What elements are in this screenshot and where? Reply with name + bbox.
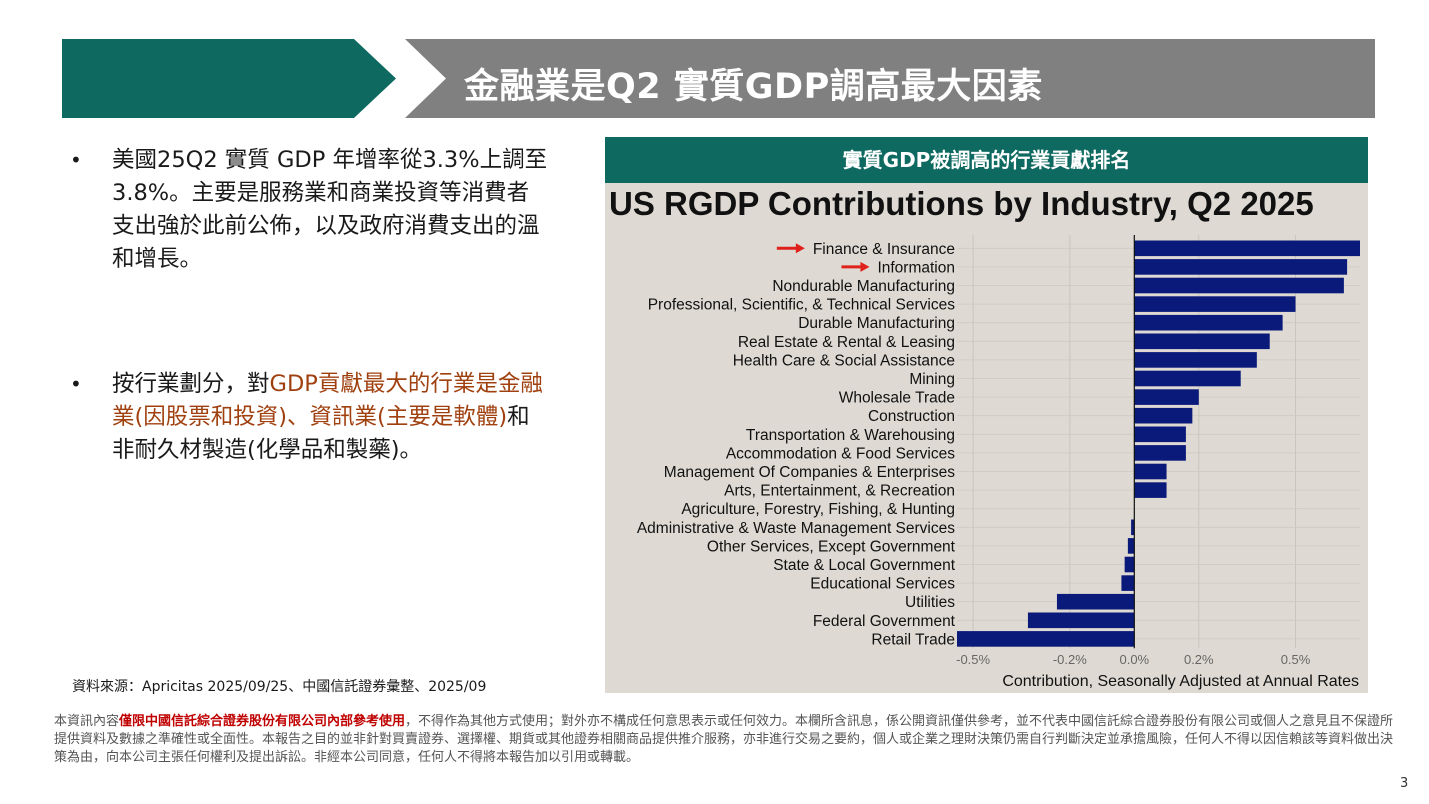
bar — [957, 631, 1135, 647]
category-label: Educational Services — [810, 576, 955, 593]
category-label: Retail Trade — [871, 631, 955, 648]
bullet-dot-icon: • — [70, 148, 82, 172]
disclaimer-emphasis: 僅限中國信託綜合證券股份有限公司內部參考使用 — [119, 714, 406, 729]
disclaimer: 本資訊內容僅限中國信託綜合證券股份有限公司內部參考使用，不得作為其他方式使用；對… — [54, 714, 1394, 765]
category-label: Management Of Companies & Enterprises — [664, 464, 955, 481]
bar — [1134, 407, 1193, 424]
category-label: Administrative & Waste Management Servic… — [637, 520, 955, 537]
bar — [1056, 593, 1135, 610]
highlight-arrow-head-icon — [795, 243, 805, 254]
bar — [1134, 277, 1344, 294]
bullet-item: • 按行業劃分，對GDP貢獻最大的行業是金融業(因股票和投資)、資訊業(主要是軟… — [70, 368, 550, 467]
x-tick-label: 0.0% — [1119, 652, 1149, 667]
x-tick-label: 0.2% — [1184, 652, 1214, 667]
bars — [957, 235, 1360, 649]
bar-chart: US RGDP Contributions by Industry, Q2 20… — [609, 185, 1360, 690]
category-label: Mining — [909, 371, 955, 388]
category-label: Health Care & Social Assistance — [733, 352, 955, 369]
category-label: Accommodation & Food Services — [726, 445, 955, 462]
bullet-item: • 美國25Q2 實質 GDP 年增率從3.3%上調至3.8%。主要是服務業和商… — [70, 144, 550, 276]
chart-caption: 實質GDP被調高的行業貢獻排名 — [605, 137, 1368, 183]
chart-panel: 實質GDP被調高的行業貢獻排名 US RGDP Contributions by… — [605, 137, 1368, 693]
page-number: 3 — [1400, 776, 1409, 791]
source-note: 資料來源：Apricitas 2025/09/25、中國信託證券彙整、2025/… — [72, 679, 487, 695]
category-label: Transportation & Warehousing — [746, 427, 955, 444]
category-label: Information — [877, 259, 955, 276]
bar — [1134, 463, 1167, 480]
category-label: Agriculture, Forestry, Fishing, & Huntin… — [681, 501, 955, 518]
bar — [1134, 240, 1360, 257]
bullet-list: • 美國25Q2 實質 GDP 年增率從3.3%上調至3.8%。主要是服務業和商… — [70, 144, 550, 467]
x-ticks: -0.5% -0.2% 0.0% 0.2% 0.5% — [956, 652, 1311, 667]
bar — [1134, 445, 1186, 461]
category-label: Arts, Entertainment, & Recreation — [724, 483, 955, 500]
category-label: Federal Government — [813, 613, 956, 630]
highlight-arrow-head-icon — [860, 261, 870, 272]
category-label: Nondurable Manufacturing — [772, 278, 955, 295]
bar — [1134, 426, 1186, 443]
header-banner-left — [62, 39, 396, 118]
bar — [1134, 482, 1167, 498]
highlight-text: GDP貢獻最大的行業是金融業(因股票和投資)、資訊業(主要是軟體) — [112, 371, 543, 430]
x-tick-label: 0.5% — [1281, 652, 1311, 667]
bar — [1134, 296, 1296, 312]
category-label: Other Services, Except Government — [707, 538, 956, 555]
bullet-dot-icon: • — [70, 372, 82, 396]
bar — [1124, 556, 1135, 573]
bullet-text: 按行業劃分，對GDP貢獻最大的行業是金融業(因股票和投資)、資訊業(主要是軟體)… — [112, 371, 543, 463]
category-label: Professional, Scientific, & Technical Se… — [648, 297, 956, 314]
x-tick-label: -0.2% — [1053, 652, 1087, 667]
category-label: State & Local Government — [773, 557, 955, 574]
bar — [1134, 314, 1283, 331]
bar — [1127, 538, 1135, 554]
category-label: Wholesale Trade — [839, 390, 955, 407]
page-title: 金融業是Q2 實質GDP調高最大因素 — [464, 67, 1043, 107]
header-banner-right — [405, 39, 1375, 118]
bar — [1121, 575, 1135, 591]
chart-title: US RGDP Contributions by Industry, Q2 20… — [609, 185, 1314, 222]
bar — [1134, 389, 1199, 405]
bar — [1027, 612, 1135, 629]
bar — [1134, 333, 1270, 350]
bar — [1134, 259, 1348, 275]
bar — [1134, 370, 1241, 387]
bar — [1131, 519, 1135, 536]
x-axis-label: Contribution, Seasonally Adjusted at Ann… — [1002, 673, 1359, 690]
category-label: Finance & Insurance — [813, 241, 955, 258]
category-label: Utilities — [905, 594, 955, 611]
category-label: Real Estate & Rental & Leasing — [738, 334, 955, 351]
x-tick-label: -0.5% — [956, 652, 990, 667]
bullet-text: 美國25Q2 實質 GDP 年增率從3.3%上調至3.8%。主要是服務業和商業投… — [112, 147, 548, 272]
category-label: Construction — [868, 408, 955, 425]
category-label: Durable Manufacturing — [798, 315, 955, 332]
bar — [1134, 352, 1257, 368]
